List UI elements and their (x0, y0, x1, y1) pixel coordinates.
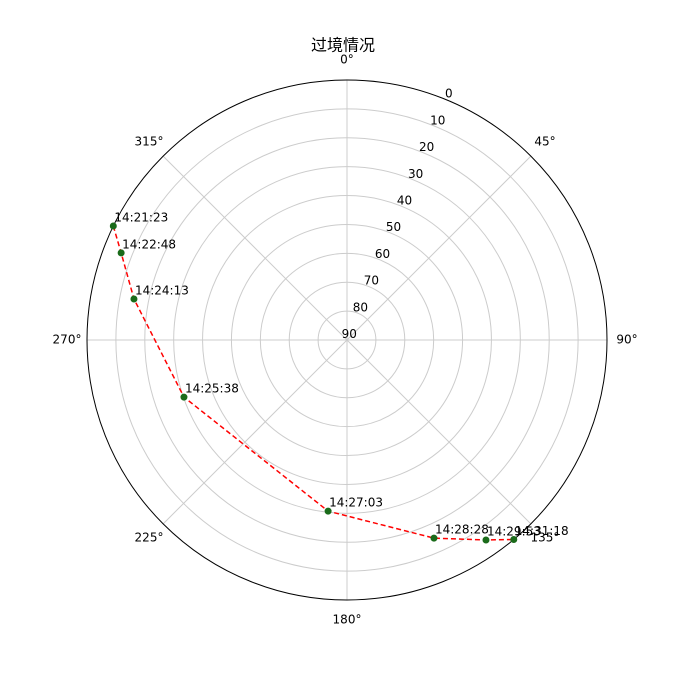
r-tick-label: 90 (342, 327, 357, 341)
point-label: 14:28:28 (435, 523, 489, 537)
theta-tick-label: 135° (531, 530, 560, 544)
chart-title: 过境情况 (311, 36, 375, 55)
theta-tick-label: 180° (333, 613, 362, 627)
point-label: 14:31:18 (515, 524, 569, 538)
point-label: 14:25:38 (185, 382, 239, 396)
track-point (510, 535, 518, 543)
grid-spoke (162, 339, 348, 525)
theta-tick-label: 315° (135, 135, 164, 149)
point-label: 14:27:03 (329, 496, 383, 510)
track-point (324, 507, 332, 515)
r-tick-label: 0 (445, 87, 453, 101)
track-line (112, 225, 514, 541)
grid-spoke (162, 155, 348, 341)
r-tick-label: 50 (386, 220, 401, 234)
track-point (117, 249, 125, 257)
r-tick-label: 80 (353, 300, 368, 314)
grid-spoke (346, 155, 532, 341)
r-tick-label: 40 (397, 194, 412, 208)
grid-spoke (346, 339, 532, 525)
polar-frame (86, 79, 608, 601)
theta-tick-label: 90° (616, 333, 637, 347)
track-point (430, 534, 438, 542)
r-tick-label: 60 (375, 247, 390, 261)
track-point (180, 393, 188, 401)
track-point (130, 295, 138, 303)
point-label: 14:29:53 (487, 524, 541, 538)
theta-tick-label: 270° (53, 333, 82, 347)
track-point (109, 222, 117, 230)
r-tick-label: 70 (364, 274, 379, 288)
point-label: 14:22:48 (122, 237, 176, 251)
theta-tick-label: 45° (534, 135, 555, 149)
r-tick-label: 10 (430, 113, 445, 127)
r-tick-label: 30 (408, 167, 423, 181)
theta-tick-label: 0° (340, 53, 354, 67)
r-tick-label: 20 (419, 140, 434, 154)
point-label: 14:21:23 (114, 211, 168, 225)
track-point (482, 536, 490, 544)
point-label: 14:24:13 (135, 283, 189, 297)
theta-tick-label: 225° (135, 530, 164, 544)
